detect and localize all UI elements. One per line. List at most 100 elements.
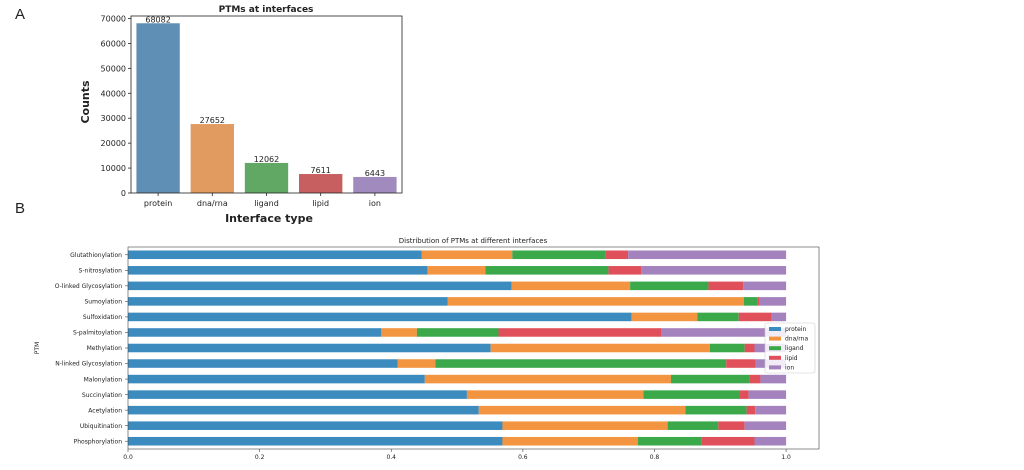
segment-ubiquitination-ion <box>744 421 787 430</box>
segment-succinylation-lipid <box>740 390 749 399</box>
segment-phosphorylation-dna-rna <box>502 436 639 446</box>
y-tick-label: Malonylation <box>84 376 123 383</box>
legend-label-protein: protein <box>785 326 807 333</box>
segment-s-nitrosylation-lipid <box>608 266 642 275</box>
bar-value-label: 7611 <box>311 166 331 175</box>
y-tick-label: Ubiquitination <box>80 423 122 430</box>
y-tick-label: 10000 <box>101 164 126 173</box>
segment-malonylation-protein <box>128 374 425 384</box>
y-tick-label: Succinylation <box>82 392 122 399</box>
panel-label-a: A <box>15 6 26 23</box>
segment-s-palmitoylation-dna-rna <box>381 328 417 337</box>
segment-succinylation-protein <box>128 390 467 399</box>
segment-sumoylation-lipid <box>757 297 760 306</box>
y-tick-label: Methylation <box>87 345 123 352</box>
y-tick-label: 70000 <box>101 14 126 23</box>
chart-a-title: PTMs at interfaces <box>219 5 314 15</box>
segment-acetylation-ion <box>755 405 787 415</box>
bar-ion <box>353 176 397 193</box>
bar-ligand <box>244 162 289 193</box>
y-tick-label: 40000 <box>101 89 126 98</box>
legend-swatch-lipid <box>769 355 781 360</box>
segment-s-nitrosylation-protein <box>128 266 428 275</box>
legend-swatch-protein <box>769 327 781 331</box>
segment-succinylation-dna-rna <box>466 390 644 399</box>
segment-sumoylation-ion <box>759 297 787 306</box>
x-tick-label: protein <box>144 199 172 208</box>
chart-b-ylabel: PTM <box>34 342 41 354</box>
segment-s-nitrosylation-dna-rna <box>427 266 486 275</box>
segment-n-linked-glycosylation-lipid <box>726 359 756 368</box>
y-tick-label: 0 <box>121 189 126 198</box>
legend-swatch-ion <box>769 365 781 370</box>
segment-sulfoxidation-protein <box>128 312 632 322</box>
segment-o-linked-glycosylation-dna-rna <box>511 281 631 291</box>
segment-sulfoxidation-ion <box>771 312 787 322</box>
segment-o-linked-glycosylation-protein <box>128 281 512 291</box>
segment-o-linked-glycosylation-lipid <box>708 281 744 291</box>
segment-sulfoxidation-dna-rna <box>631 312 698 322</box>
legend-box <box>764 322 816 374</box>
chart-b-title: Distribution of PTMs at different interf… <box>399 237 548 245</box>
segment-methylation-lipid <box>744 343 755 353</box>
chart-a-frame <box>130 15 403 194</box>
y-tick-label: S-nitrosylation <box>79 268 123 275</box>
segment-acetylation-ligand <box>685 405 747 415</box>
segment-methylation-ligand <box>709 343 745 353</box>
x-tick-label: 0.6 <box>518 454 528 461</box>
chart-a-xlabel: Interface type <box>225 212 313 225</box>
segment-acetylation-dna-rna <box>478 405 686 415</box>
segment-ubiquitination-lipid <box>718 421 745 430</box>
segment-malonylation-ion <box>760 374 787 384</box>
y-tick-label: Phosphorylation <box>74 438 123 445</box>
segment-o-linked-glycosylation-ligand <box>630 281 709 291</box>
x-tick-label: 0.0 <box>123 454 133 461</box>
panel-label-b: B <box>15 200 26 217</box>
y-tick-label: Sulfoxidation <box>83 314 122 321</box>
segment-glutathionylation-ion <box>628 250 787 260</box>
segment-malonylation-dna-rna <box>424 374 671 384</box>
segment-glutathionylation-dna-rna <box>421 250 513 260</box>
segment-acetylation-protein <box>128 405 479 415</box>
legend-label-ligand: ligand <box>785 345 804 352</box>
segment-s-palmitoylation-lipid <box>498 328 662 337</box>
segment-methylation-protein <box>128 343 491 353</box>
segment-n-linked-glycosylation-dna-rna <box>397 359 436 368</box>
segment-sumoylation-protein <box>128 297 448 306</box>
segment-malonylation-lipid <box>749 374 761 384</box>
bar-value-label: 68082 <box>145 15 170 24</box>
y-tick-label: Glutathionylation <box>70 252 122 259</box>
segment-sulfoxidation-ligand <box>697 312 739 322</box>
segment-acetylation-lipid <box>746 405 756 415</box>
bar-protein <box>136 23 180 194</box>
segment-ubiquitination-dna-rna <box>502 421 668 430</box>
segment-s-palmitoylation-ligand <box>416 328 499 337</box>
segment-succinylation-ligand <box>643 390 741 399</box>
y-tick-label: Sumoylation <box>84 299 122 306</box>
y-tick-label: O-linked Glycosylation <box>55 283 122 290</box>
legend-swatch-dna-rna <box>769 336 781 341</box>
segment-methylation-dna-rna <box>490 343 710 353</box>
bar-dna-rna <box>190 124 234 193</box>
chart-b-legend: protein dna/rna ligand lipid ion <box>764 322 816 374</box>
legend-label-dna-rna: dna/rna <box>785 336 808 343</box>
segment-sumoylation-dna-rna <box>447 297 744 306</box>
chart-b-frame <box>127 246 820 450</box>
segment-succinylation-ion <box>748 390 787 399</box>
segment-sulfoxidation-lipid <box>738 312 772 322</box>
segment-n-linked-glycosylation-ligand <box>435 359 727 368</box>
segment-phosphorylation-protein <box>128 436 503 446</box>
y-tick-label: 50000 <box>101 64 126 73</box>
segment-ubiquitination-protein <box>128 421 503 430</box>
y-tick-label: N-linked Glycosylation <box>55 361 122 368</box>
x-tick-label: 0.4 <box>386 454 396 461</box>
legend-label-ion: ion <box>785 364 794 371</box>
x-tick-label: ligand <box>254 199 279 208</box>
bar-lipid <box>299 174 343 193</box>
chart-a-ylabel: Counts <box>79 80 92 124</box>
segment-o-linked-glycosylation-ion <box>743 281 787 291</box>
segment-ubiquitination-ligand <box>667 421 719 430</box>
x-tick-label: 1.0 <box>781 454 791 461</box>
